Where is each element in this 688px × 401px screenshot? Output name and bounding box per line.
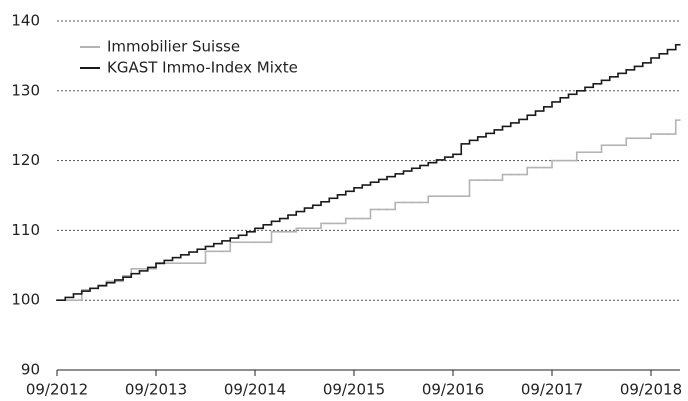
y-tick-label: 120 — [11, 151, 40, 169]
x-tick-label: 09/2016 — [422, 381, 484, 399]
step-riser — [64, 44, 677, 301]
legend-label: KGAST Immo-Index Mixte — [107, 59, 298, 77]
legend-label: Immobilier Suisse — [107, 38, 240, 56]
x-tick-label: 09/2015 — [323, 381, 385, 399]
x-tick-label: 09/2014 — [224, 381, 286, 399]
x-tick-label: 09/2013 — [125, 381, 187, 399]
y-tick-label: 130 — [11, 81, 40, 99]
y-tick-label: 140 — [11, 12, 40, 30]
y-tick-label: 110 — [11, 221, 40, 239]
x-tick-label: 09/2012 — [26, 381, 88, 399]
y-tick-label: 90 — [21, 361, 40, 379]
x-tick-label: 09/2017 — [521, 381, 583, 399]
y-tick-label: 100 — [11, 291, 40, 309]
x-tick-label: 09/2018 — [620, 381, 682, 399]
